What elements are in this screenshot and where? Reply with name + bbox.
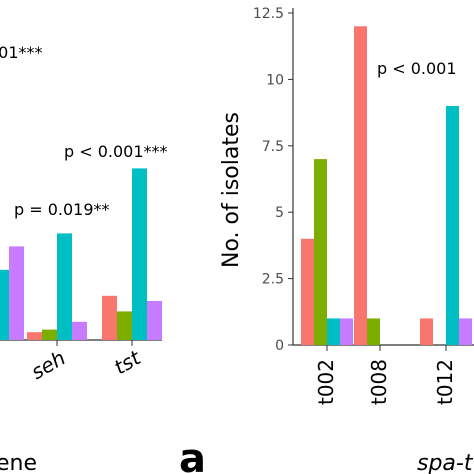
- right-y-axis-label: No. of isolates: [219, 112, 244, 268]
- left-bar: [57, 233, 72, 340]
- right-x-axis-label: spa-t: [417, 451, 474, 474]
- left-bar: [42, 329, 57, 340]
- left-bar: [27, 332, 42, 340]
- right-bar: [327, 318, 340, 345]
- right-bar: [340, 318, 353, 345]
- panel-label: a: [179, 436, 206, 474]
- left-annotation-top: 001***: [0, 43, 43, 62]
- right-y-tick-label: 7.5: [262, 139, 284, 155]
- right-x-tick-label: t002: [314, 359, 338, 405]
- right-bar: [446, 105, 459, 346]
- right-y-tick-label: 2.5: [262, 272, 284, 288]
- right-bar: [314, 159, 327, 345]
- right-bar: [367, 318, 380, 345]
- right-annotation-top: p < 0.001: [377, 59, 457, 78]
- left-bar: [72, 321, 87, 340]
- right-x-tick-label: t008: [367, 359, 391, 405]
- right-y-tick-label: 10: [266, 72, 284, 88]
- left-bar: [132, 168, 147, 340]
- right-bar: [459, 318, 472, 345]
- left-annotation-tst: p < 0.001***: [64, 142, 168, 161]
- right-y-tick-label: 5: [275, 205, 284, 221]
- left-bar: [9, 246, 24, 340]
- left-bar: [147, 301, 162, 340]
- left-bar: [0, 269, 9, 340]
- right-bar: [420, 318, 433, 345]
- right-bar: [301, 238, 314, 345]
- right-bar: [354, 26, 367, 346]
- left-x-tick-label: tst: [110, 345, 146, 379]
- left-bar: [117, 311, 132, 340]
- right-x-tick-label: t012: [433, 359, 457, 405]
- left-bar: [102, 295, 117, 340]
- left-x-tick-label: seh: [27, 346, 70, 384]
- left-annotation-seh: p = 0.019**: [14, 200, 110, 219]
- left-x-axis-label: ene: [0, 451, 37, 474]
- right-y-tick-label: 0: [275, 338, 284, 354]
- right-y-tick-label: 12.5: [253, 6, 284, 22]
